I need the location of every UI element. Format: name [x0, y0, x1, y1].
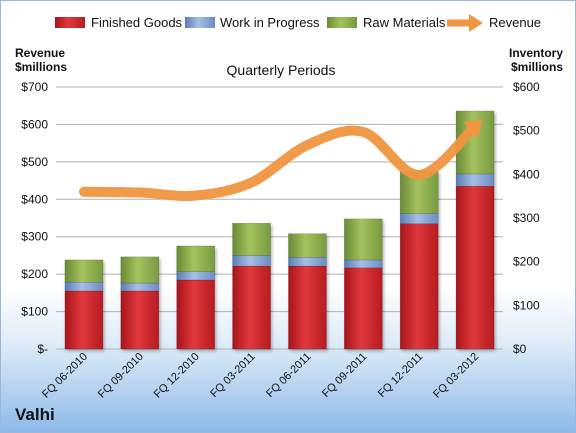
legend-item-finished-goods[interactable]: Finished Goods	[55, 15, 183, 30]
company-name: Valhi	[15, 405, 55, 424]
bar-work-in-progress	[120, 282, 160, 292]
bar-stack	[288, 233, 327, 350]
bar-raw-materials	[344, 218, 383, 261]
y-left-tick-label: $600	[21, 117, 48, 131]
y-right-tick-label: $0	[513, 342, 527, 356]
bar-work-in-progress	[232, 255, 271, 267]
bar-work-in-progress	[344, 259, 383, 269]
legend-item-revenue[interactable]: Revenue	[447, 14, 541, 32]
legend: Finished Goods Work in Progress Raw Mate…	[55, 14, 541, 32]
bar-work-in-progress	[288, 257, 327, 267]
revenue-line-path	[78, 121, 481, 201]
x-tick-label: FQ 12-2010	[152, 351, 202, 401]
bar-finished-goods	[344, 267, 383, 350]
legend-label-work-in-progress: Work in Progress	[220, 15, 320, 30]
x-tick-label: FQ 06-2010	[40, 351, 90, 401]
legend-item-work-in-progress[interactable]: Work in Progress	[185, 15, 320, 30]
y-right-tick-label: $500	[513, 124, 540, 138]
legend-label-raw-materials: Raw Materials	[363, 15, 446, 30]
legend-label-revenue: Revenue	[489, 15, 541, 30]
x-tick-label: FQ 09-2010	[96, 351, 146, 401]
x-tick-labels: FQ 06-2010 FQ 09-2010 FQ 12-2010 FQ 03-2011…	[40, 351, 481, 401]
legend-label-finished-goods: Finished Goods	[91, 15, 183, 30]
bar-raw-materials	[64, 259, 104, 283]
bar-work-in-progress	[64, 281, 104, 292]
legend-swatch-work-in-progress	[185, 17, 215, 28]
y-left-tick-label: $700	[21, 80, 48, 94]
y-right-tick-label: $300	[513, 211, 540, 225]
bar-raw-materials	[232, 222, 271, 256]
x-tick-label: FQ 03-2011	[208, 351, 257, 400]
y-left-tick-labels: $- $100 $200 $300 $400 $500 $600 $700	[21, 80, 48, 356]
y-left-tick-label: $-	[37, 342, 48, 356]
legend-arrow-revenue	[469, 14, 483, 32]
bar-stack	[399, 171, 439, 350]
y-left-tick-label: $200	[21, 267, 48, 281]
x-tick-label: FQ 12-2011	[376, 351, 425, 400]
y-left-tick-label: $300	[21, 230, 48, 244]
y-right-tick-label: $100	[513, 298, 540, 312]
y-left-tick-label: $500	[21, 155, 48, 169]
bar-stack	[176, 245, 215, 350]
x-tick-label: FQ 03-2012	[431, 351, 481, 401]
bar-finished-goods	[176, 279, 215, 350]
y-left-tick-label: $400	[21, 192, 48, 206]
bar-work-in-progress	[399, 213, 439, 224]
legend-item-raw-materials[interactable]: Raw Materials	[327, 15, 446, 30]
x-tick-label: FQ 06-2011	[264, 351, 313, 400]
bar-stack	[232, 222, 271, 350]
legend-swatch-raw-materials	[327, 17, 357, 28]
y-right-tick-label: $200	[513, 255, 540, 269]
bar-work-in-progress	[176, 271, 215, 281]
y-right-title-line2: $millions	[511, 60, 563, 74]
bar-finished-goods	[120, 290, 160, 350]
bar-stack	[344, 218, 383, 350]
bar-finished-goods	[455, 185, 495, 350]
x-tick-label: FQ 09-2011	[320, 351, 369, 400]
bar-finished-goods	[232, 265, 271, 350]
y-left-tick-label: $100	[21, 305, 48, 319]
y-left-title-line1: Revenue	[15, 46, 65, 60]
bar-series	[64, 110, 495, 350]
bar-stack	[120, 256, 160, 350]
y-right-tick-labels: $0 $100 $200 $300 $400 $500 $600	[513, 80, 540, 356]
y-right-title-line1: Inventory	[509, 46, 563, 60]
bar-finished-goods	[64, 290, 104, 350]
bar-raw-materials	[288, 233, 327, 258]
bar-finished-goods	[399, 223, 439, 350]
revenue-arrowhead	[463, 119, 483, 139]
bar-work-in-progress	[455, 173, 495, 187]
legend-swatch-finished-goods	[55, 17, 85, 28]
y-right-tick-label: $400	[513, 167, 540, 181]
bar-raw-materials	[120, 256, 160, 284]
y-right-tick-label: $600	[513, 80, 540, 94]
revenue-line	[78, 119, 483, 201]
bar-finished-goods	[288, 265, 327, 350]
y-left-title-line2: $millions	[15, 60, 67, 74]
bar-stack	[64, 259, 104, 350]
chart-title: Quarterly Periods	[227, 62, 336, 78]
bar-raw-materials	[176, 245, 215, 272]
